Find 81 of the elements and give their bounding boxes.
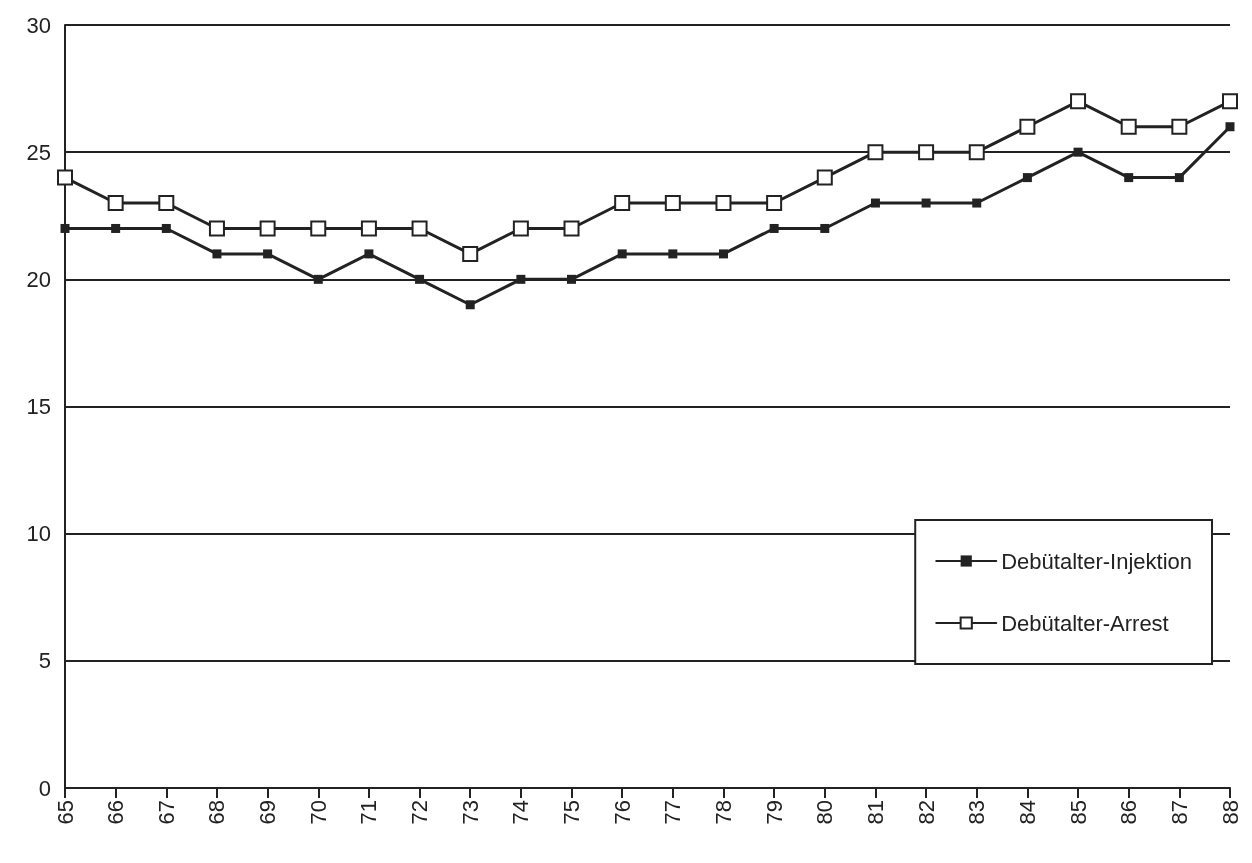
x-tick-label: 66 bbox=[103, 800, 129, 825]
point bbox=[411, 220, 428, 237]
point bbox=[718, 249, 728, 259]
point bbox=[263, 249, 273, 259]
point bbox=[1073, 147, 1083, 157]
point bbox=[1124, 173, 1134, 183]
point bbox=[1070, 93, 1087, 110]
point bbox=[107, 195, 124, 212]
point bbox=[161, 223, 171, 233]
x-tick-label: 86 bbox=[1116, 800, 1142, 825]
point bbox=[1222, 93, 1238, 110]
x-tick-label: 68 bbox=[204, 800, 230, 825]
x-tick-label: 67 bbox=[153, 800, 179, 825]
x-tick-label: 79 bbox=[761, 800, 787, 825]
point bbox=[617, 249, 627, 259]
x-tick-label: 75 bbox=[559, 800, 585, 825]
y-tick-label: 10 bbox=[26, 521, 51, 547]
point bbox=[820, 223, 830, 233]
point bbox=[1120, 118, 1137, 135]
x-tick-label: 69 bbox=[255, 800, 281, 825]
point bbox=[1171, 118, 1188, 135]
x-tick-label: 76 bbox=[609, 800, 635, 825]
x-tick-label: 85 bbox=[1065, 800, 1091, 825]
y-tick-label: 30 bbox=[26, 12, 51, 38]
point bbox=[465, 300, 475, 310]
x-tick-label: 87 bbox=[1166, 800, 1192, 825]
point bbox=[968, 144, 985, 161]
point bbox=[664, 195, 681, 212]
point bbox=[567, 274, 577, 284]
point bbox=[158, 195, 175, 212]
x-tick-label: 88 bbox=[1217, 800, 1243, 825]
point bbox=[1022, 173, 1032, 183]
x-tick-label: 81 bbox=[862, 800, 888, 825]
x-tick-label: 72 bbox=[407, 800, 433, 825]
point bbox=[310, 220, 327, 237]
legend-label: Debütalter-Injektion bbox=[1001, 548, 1193, 574]
point bbox=[60, 223, 70, 233]
point bbox=[462, 245, 479, 262]
x-tick-label: 70 bbox=[305, 800, 331, 825]
point bbox=[867, 144, 884, 161]
point bbox=[516, 274, 526, 284]
point bbox=[313, 274, 323, 284]
point bbox=[512, 220, 529, 237]
x-tick-label: 83 bbox=[964, 800, 990, 825]
point bbox=[816, 169, 833, 186]
point bbox=[259, 220, 276, 237]
point bbox=[1225, 122, 1235, 132]
point bbox=[563, 220, 580, 237]
point bbox=[1174, 173, 1184, 183]
point bbox=[212, 249, 222, 259]
point bbox=[715, 195, 732, 212]
point bbox=[668, 249, 678, 259]
point bbox=[614, 195, 631, 212]
point bbox=[364, 249, 374, 259]
point bbox=[918, 144, 935, 161]
point bbox=[1019, 118, 1036, 135]
point bbox=[57, 169, 73, 186]
x-tick-label: 74 bbox=[508, 800, 534, 825]
point bbox=[870, 198, 880, 208]
x-tick-label: 80 bbox=[812, 800, 838, 825]
point bbox=[360, 220, 377, 237]
y-tick-label: 0 bbox=[38, 775, 51, 801]
x-tick-label: 65 bbox=[52, 800, 78, 825]
x-tick-label: 71 bbox=[356, 800, 382, 825]
point bbox=[972, 198, 982, 208]
y-tick-label: 5 bbox=[38, 648, 51, 674]
legend-label: Debütalter-Arrest bbox=[1001, 610, 1169, 636]
point bbox=[921, 198, 931, 208]
point bbox=[415, 274, 425, 284]
x-tick-label: 82 bbox=[913, 800, 939, 825]
point bbox=[769, 223, 779, 233]
x-tick-label: 77 bbox=[660, 800, 686, 825]
y-tick-label: 20 bbox=[26, 266, 51, 292]
y-tick-label: 25 bbox=[26, 139, 51, 165]
point bbox=[111, 223, 121, 233]
x-tick-label: 84 bbox=[1014, 800, 1040, 825]
x-tick-label: 78 bbox=[710, 800, 736, 825]
point bbox=[208, 220, 225, 237]
x-tick-label: 73 bbox=[457, 800, 483, 825]
y-tick-label: 15 bbox=[26, 394, 51, 419]
point bbox=[766, 195, 783, 212]
